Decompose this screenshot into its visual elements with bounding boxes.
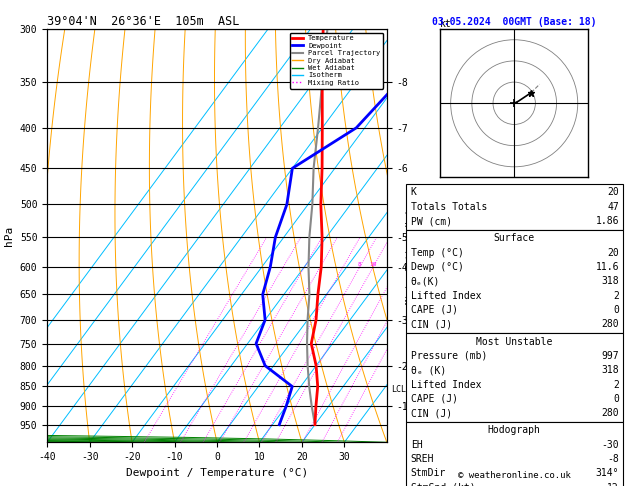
Text: K: K <box>411 187 416 197</box>
Text: StmDir: StmDir <box>411 469 446 479</box>
Text: 20: 20 <box>607 187 619 197</box>
Text: Surface: Surface <box>494 233 535 243</box>
Text: 0: 0 <box>613 394 619 404</box>
Text: StmSpd (kt): StmSpd (kt) <box>411 483 476 486</box>
Text: 12: 12 <box>607 483 619 486</box>
Text: 2: 2 <box>613 291 619 301</box>
Text: SREH: SREH <box>411 454 434 464</box>
Text: Dewp (°C): Dewp (°C) <box>411 262 464 272</box>
Text: 280: 280 <box>601 319 619 330</box>
Text: 0: 0 <box>613 305 619 315</box>
Text: 11.6: 11.6 <box>596 262 619 272</box>
Text: Most Unstable: Most Unstable <box>476 336 552 347</box>
Text: 318: 318 <box>601 365 619 375</box>
Text: © weatheronline.co.uk: © weatheronline.co.uk <box>458 471 571 480</box>
Text: 03.05.2024  00GMT (Base: 18): 03.05.2024 00GMT (Base: 18) <box>432 17 596 27</box>
Text: θₑ (K): θₑ (K) <box>411 365 446 375</box>
Text: 997: 997 <box>601 351 619 361</box>
Text: CAPE (J): CAPE (J) <box>411 394 458 404</box>
Text: Temp (°C): Temp (°C) <box>411 247 464 258</box>
Y-axis label: hPa: hPa <box>4 226 14 246</box>
Text: 280: 280 <box>601 408 619 418</box>
Text: PW (cm): PW (cm) <box>411 216 452 226</box>
Text: 10: 10 <box>369 262 377 267</box>
Text: Hodograph: Hodograph <box>487 425 541 435</box>
Text: 8: 8 <box>358 262 362 267</box>
Text: 318: 318 <box>601 276 619 286</box>
Text: Totals Totals: Totals Totals <box>411 202 487 212</box>
Text: 2: 2 <box>613 380 619 390</box>
Text: 47: 47 <box>607 202 619 212</box>
Text: Lifted Index: Lifted Index <box>411 380 481 390</box>
Text: 1.86: 1.86 <box>596 216 619 226</box>
Text: Pressure (mb): Pressure (mb) <box>411 351 487 361</box>
Text: CIN (J): CIN (J) <box>411 408 452 418</box>
Text: LCL: LCL <box>391 385 406 394</box>
X-axis label: Dewpoint / Temperature (°C): Dewpoint / Temperature (°C) <box>126 468 308 478</box>
Text: 20: 20 <box>607 247 619 258</box>
Text: CAPE (J): CAPE (J) <box>411 305 458 315</box>
Text: CIN (J): CIN (J) <box>411 319 452 330</box>
Text: Mixing Ratio (g/kg): Mixing Ratio (g/kg) <box>406 209 415 304</box>
Text: kt: kt <box>440 19 452 29</box>
Text: -30: -30 <box>601 440 619 450</box>
Text: 314°: 314° <box>596 469 619 479</box>
Text: θₑ(K): θₑ(K) <box>411 276 440 286</box>
Y-axis label: km
ASL: km ASL <box>419 236 437 257</box>
Legend: Temperature, Dewpoint, Parcel Trajectory, Dry Adiabat, Wet Adiabat, Isotherm, Mi: Temperature, Dewpoint, Parcel Trajectory… <box>289 33 383 88</box>
Text: EH: EH <box>411 440 423 450</box>
Text: 39°04'N  26°36'E  105m  ASL: 39°04'N 26°36'E 105m ASL <box>47 15 240 28</box>
Text: -8: -8 <box>607 454 619 464</box>
Text: Lifted Index: Lifted Index <box>411 291 481 301</box>
